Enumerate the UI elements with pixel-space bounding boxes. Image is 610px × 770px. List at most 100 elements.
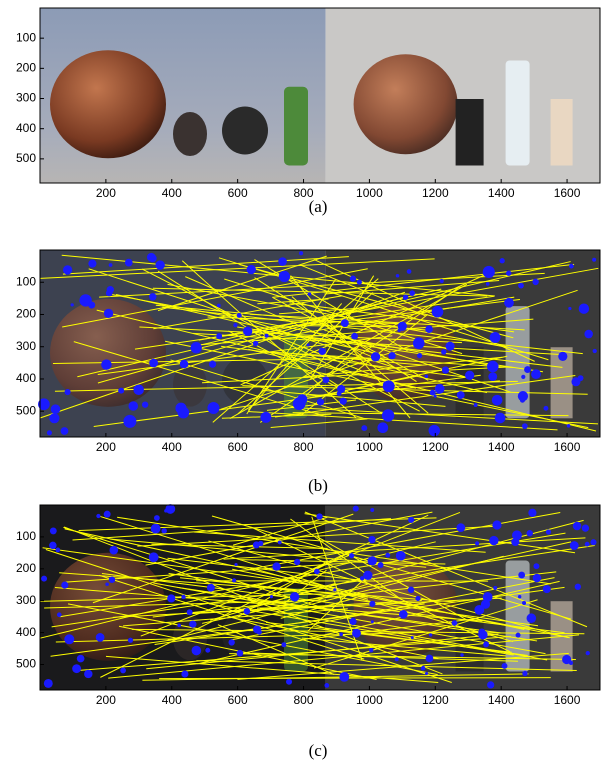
keypoint [516, 633, 521, 638]
keypoint [272, 562, 280, 570]
keypoint [232, 578, 236, 582]
keypoint [371, 620, 374, 623]
x-tick-label: 1200 [422, 440, 449, 454]
keypoint [61, 427, 69, 435]
keypoint [216, 333, 222, 339]
keypoint [109, 263, 113, 267]
keypoint [489, 536, 498, 545]
keypoint [487, 681, 494, 688]
keypoint [77, 655, 85, 663]
keypoint [586, 651, 590, 655]
image [38, 250, 600, 437]
keypoint [504, 298, 514, 308]
keypoint [360, 576, 364, 580]
keypoint [575, 584, 581, 590]
keypoint [253, 341, 258, 346]
keypoint [237, 313, 242, 318]
keypoint [493, 586, 497, 590]
keypoint [409, 290, 415, 296]
keypoint [582, 524, 589, 531]
keypoint [520, 398, 525, 403]
x-tick-label: 1000 [356, 440, 383, 454]
keypoint [403, 295, 408, 300]
y-tick-label: 100 [16, 274, 36, 288]
keypoint [47, 430, 52, 435]
y-tick-label: 200 [16, 307, 36, 321]
keypoint [44, 679, 53, 688]
ball-left [50, 553, 166, 661]
keypoint [258, 541, 264, 547]
keypoint [164, 509, 167, 512]
keypoint [465, 371, 474, 380]
keypoint [207, 584, 215, 592]
keypoint [371, 352, 380, 361]
keypoint [524, 366, 531, 373]
keypoint [382, 409, 394, 421]
y-tick-label: 100 [16, 30, 36, 44]
keypoint [260, 412, 271, 423]
keypoint [339, 632, 343, 636]
keypoint [518, 283, 524, 289]
keypoint [55, 548, 60, 553]
keypoint [84, 670, 92, 678]
keypoint [408, 587, 414, 593]
keypoint [290, 592, 299, 601]
keypoint [351, 333, 358, 340]
keypoint [573, 522, 582, 531]
keypoint [506, 271, 511, 276]
keypoint [531, 369, 541, 379]
x-tick-label: 1400 [488, 693, 515, 707]
keypoint [395, 657, 399, 661]
x-tick-label: 1600 [554, 440, 581, 454]
keypoint [181, 670, 188, 677]
keypoint [592, 258, 596, 262]
keypoint [286, 679, 292, 685]
keypoint [104, 511, 111, 518]
keypoint [460, 653, 463, 656]
image [40, 8, 600, 183]
keypoint [349, 553, 354, 558]
x-tick-label: 1000 [356, 693, 383, 707]
keypoint [434, 395, 437, 398]
keypoint [518, 595, 521, 598]
y-tick-label: 100 [16, 529, 36, 543]
figure: 2004006008001000120014001600100200300400… [0, 0, 610, 770]
keypoint [490, 332, 501, 343]
keypoint [333, 588, 336, 591]
y-tick-label: 400 [16, 371, 36, 385]
teddy [173, 112, 207, 156]
keypoint [578, 375, 584, 381]
keypoint [522, 423, 528, 429]
plant [222, 107, 268, 155]
keypoint [562, 655, 571, 664]
keypoint [247, 265, 256, 274]
x-tick-label: 1600 [554, 186, 581, 200]
keypoint [299, 251, 303, 255]
keypoint [411, 636, 414, 639]
keypoint [483, 266, 495, 278]
keypoint [456, 523, 465, 532]
keypoint [339, 672, 349, 682]
keypoint [120, 667, 126, 673]
keypoint [425, 375, 428, 378]
keypoint [142, 401, 148, 407]
keypoint [323, 376, 330, 383]
y-tick-label: 200 [16, 561, 36, 575]
keypoint [192, 646, 202, 656]
keypoint [161, 528, 166, 533]
keypoint [363, 571, 372, 580]
keypoint [281, 642, 286, 647]
keypoint [584, 330, 593, 339]
keypoint [522, 601, 526, 605]
keypoint [370, 508, 374, 512]
x-tick-label: 200 [96, 186, 116, 200]
keypoint [147, 253, 156, 262]
x-tick-label: 1200 [422, 693, 449, 707]
x-tick-label: 1000 [356, 186, 383, 200]
keypoint [233, 323, 237, 327]
keypoint [279, 271, 290, 282]
keypoint [483, 641, 489, 647]
keypoint [265, 334, 269, 338]
bottle [284, 87, 308, 166]
keypoint [407, 269, 412, 274]
